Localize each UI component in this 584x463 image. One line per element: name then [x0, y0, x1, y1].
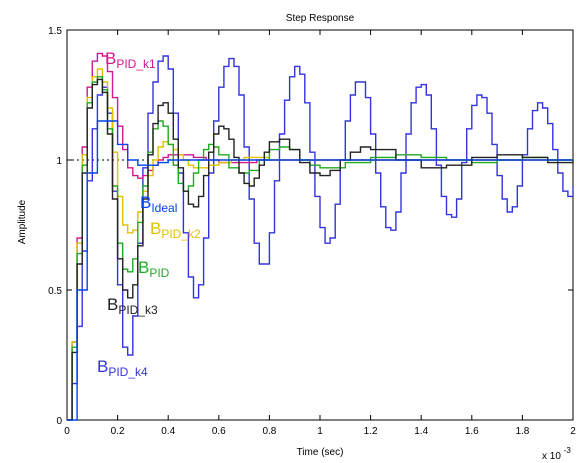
x-tick-label: 0.4 — [161, 426, 175, 437]
series-label-bpid: BPID — [138, 258, 170, 280]
plot-area: 0 0.2 0.4 0.6 0.8 1 1.2 1.4 1.6 1.8 200.511.5BPID_… — [48, 26, 576, 437]
series-label-letter: B — [140, 193, 151, 212]
x-scale-exponent: -3 — [564, 446, 572, 455]
series-label-subscript: PID — [149, 266, 169, 280]
x-tick-label: 1 — [317, 426, 323, 437]
series-line-bpid — [67, 76, 573, 421]
y-tick-label: 0 — [56, 416, 62, 427]
x-scale-label: x 10 -3 — [542, 446, 571, 462]
x-tick-label: 1.2 — [364, 426, 378, 437]
y-tick-label: 0.5 — [48, 286, 62, 297]
series-line-bpid-k4 — [67, 55, 574, 421]
series-label-letter: B — [138, 258, 149, 277]
series-label-subscript: Ideal — [151, 201, 177, 215]
x-tick-label: 1.4 — [414, 426, 428, 437]
series-line-bpid-k1 — [67, 52, 573, 421]
series-label-letter: B — [150, 219, 161, 238]
series-label-bpid-k1: BPID_k1 — [105, 49, 156, 71]
y-tick-label: 1 — [56, 156, 62, 167]
series-label-subscript: PID_k4 — [108, 365, 148, 379]
series-label-subscript: PID_k1 — [116, 57, 156, 71]
x-tick-label: 1.6 — [465, 426, 479, 437]
x-tick-label: 0 — [64, 426, 70, 437]
x-axis-title: Time (sec) — [297, 447, 344, 458]
series-line-bideal — [67, 120, 573, 421]
y-tick-label: 1.5 — [48, 26, 62, 37]
x-tick-label: 2 — [570, 426, 576, 437]
series-label-letter: B — [107, 295, 118, 314]
x-scale-base: x 10 — [542, 451, 561, 462]
x-tick-label: 0.2 — [111, 426, 125, 437]
series-label-subscript: PID_k3 — [118, 303, 158, 317]
x-tick-label: 0.8 — [262, 426, 276, 437]
y-axis-title: Amplitude — [17, 199, 28, 244]
series-label-bpid-k3: BPID_k3 — [107, 295, 158, 317]
series-label-bpid-k2: BPID_k2 — [150, 219, 201, 241]
series-label-bpid-k4: BPID_k4 — [97, 357, 148, 379]
series-label-letter: B — [97, 357, 108, 376]
series-line-bpid-k3 — [67, 78, 574, 421]
chart-title: Step Response — [286, 13, 355, 24]
series-label-subscript: PID_k2 — [161, 227, 201, 241]
series-label-letter: B — [105, 49, 116, 68]
series-label-bideal: BIdeal — [140, 193, 177, 215]
x-tick-label: 1.8 — [515, 426, 529, 437]
x-tick-label: 0.6 — [212, 426, 226, 437]
